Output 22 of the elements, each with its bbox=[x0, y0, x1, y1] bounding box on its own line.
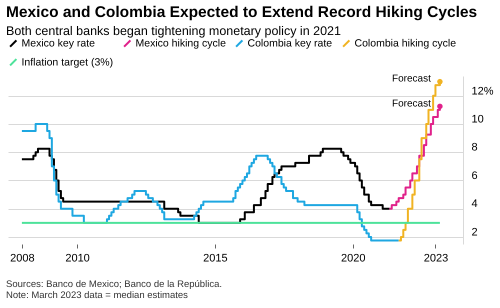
x-tick-label: 2023 bbox=[424, 252, 448, 264]
text: Note: March 2023 data = median estimates bbox=[6, 290, 189, 302]
y-tick-label: 2 bbox=[472, 226, 478, 238]
x-tick-label: 2008 bbox=[10, 252, 35, 264]
annotation: Forecast bbox=[392, 74, 432, 85]
legend-label: Inflation target (3%) bbox=[22, 56, 114, 68]
y-tick-label: 6 bbox=[472, 170, 478, 182]
y-tick-label: 10 bbox=[472, 114, 484, 126]
x-tick-label: 2020 bbox=[340, 252, 366, 264]
x-tick-label: 2015 bbox=[203, 252, 228, 264]
legend-label: Colombia key rate bbox=[248, 38, 332, 50]
y-tick-label: 12% bbox=[472, 85, 494, 98]
y-tick-label: 8 bbox=[472, 142, 478, 154]
legend-label: Mexico key rate bbox=[22, 38, 96, 50]
chart-subtitle: Both central banks began tightening monetary policy in 2021 bbox=[6, 24, 342, 38]
y-tick-label: 4 bbox=[472, 198, 478, 210]
x-tick-label: 2010 bbox=[65, 252, 90, 264]
source-note: Sources: Banco de Mexico; Banco de la República. bbox=[6, 279, 223, 290]
legend-label: Colombia hiking cycle bbox=[354, 38, 456, 50]
annotation: Forecast bbox=[392, 98, 432, 110]
legend-label: Mexico hiking cycle bbox=[136, 38, 226, 50]
chart-title: Mexico and Colombia Expected to Extend Record Hiking Cycles bbox=[6, 4, 478, 22]
